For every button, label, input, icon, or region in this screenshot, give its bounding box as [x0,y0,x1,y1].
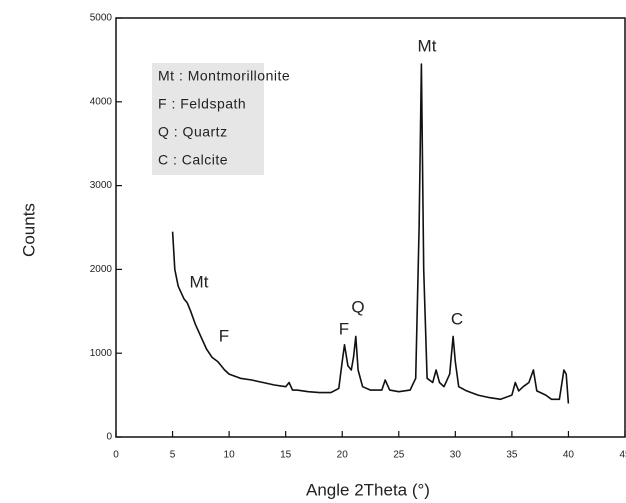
legend-line: Q : Quartz [158,124,228,140]
x-tick-label: 45 [619,450,626,461]
legend-box [152,63,264,175]
x-tick-label: 0 [113,450,119,461]
x-tick-label: 25 [393,450,405,461]
x-tick-label: 10 [224,450,236,461]
peak-annotation: F [339,319,349,338]
x-tick-label: 30 [450,450,462,461]
y-tick-label: 2000 [90,264,113,275]
peak-annotation: Q [351,297,364,316]
x-tick-label: 35 [506,450,518,461]
y-tick-label: 4000 [90,96,113,107]
y-axis-label: Counts [19,203,38,257]
peak-annotation: C [451,309,463,328]
plot-frame [115,17,626,438]
peak-annotation: Mt [418,36,437,55]
y-tick-label: 5000 [90,13,113,24]
x-tick-label: 5 [170,450,176,461]
y-tick-label: 3000 [90,180,113,191]
x-tick-label: 20 [337,450,349,461]
x-tick-label: 40 [563,450,575,461]
x-tick-label: 15 [280,450,292,461]
data-line [171,63,570,404]
peak-annotation: F [219,326,229,345]
y-tick-label: 0 [106,432,112,443]
legend-line: F : Feldspath [158,96,246,112]
y-tick-label: 1000 [90,348,113,359]
legend-line: Mt : Montmorillonite [158,68,290,84]
legend-line: C : Calcite [158,152,228,168]
peak-annotation: Mt [190,272,209,291]
x-axis-label: Angle 2Theta (°) [306,480,430,499]
